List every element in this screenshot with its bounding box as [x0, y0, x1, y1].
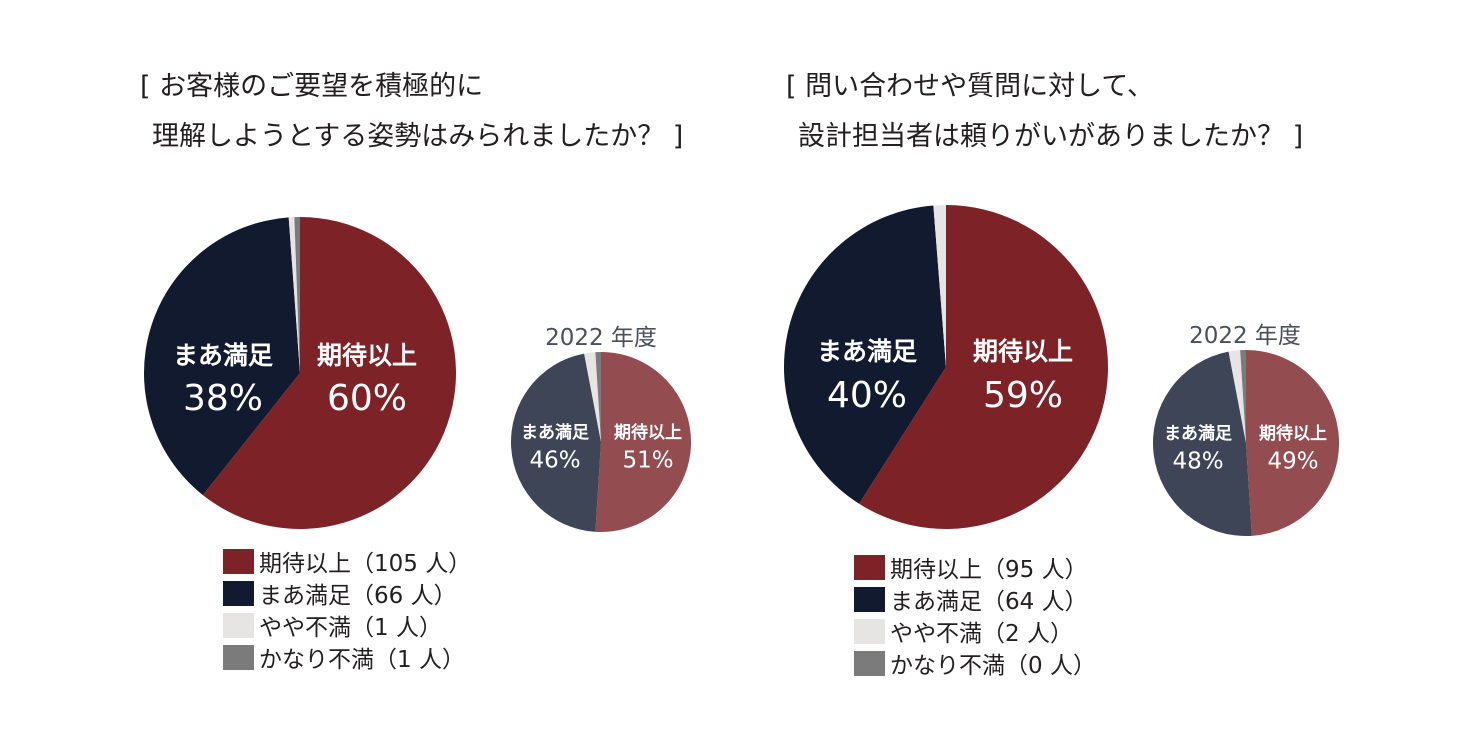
pie-slice-over [202, 217, 456, 529]
right-legend: 期待以上（95 人） まあ満足（64 人） やや不満（2 人） かなり不満（0 … [854, 551, 1096, 679]
slice-label-percent: 49% [1267, 449, 1318, 475]
left-title-line2: 理解しようとする姿勢はみられましたか？ ] [152, 121, 684, 152]
slice-label-name: 期待以上 [317, 341, 417, 370]
legend-label: 期待以上（95 人） [890, 557, 1088, 583]
pie-slice-very [294, 216, 300, 373]
slice-label-percent: 59% [983, 375, 1063, 416]
slice-label-name: まあ満足 [173, 341, 273, 370]
legend-label: まあ満足（66 人） [259, 583, 457, 609]
slice-label-percent: 46% [529, 448, 580, 474]
slice-label-name: まあ満足 [521, 422, 589, 443]
pie-slice-very [1240, 349, 1246, 443]
legend-label: やや不満（2 人） [890, 621, 1073, 647]
right-title-line2: 設計担当者は頼りがいがありましたか？ ] [798, 121, 1304, 152]
slice-label-name: 期待以上 [614, 422, 682, 443]
left-title-line1: [ お客様のご要望を積極的に [140, 71, 484, 102]
legend-swatch-slightly [223, 612, 254, 638]
legend-swatch-very [223, 644, 254, 670]
pie-slice-satisfied [510, 353, 601, 532]
slice-label-name: まあ満足 [817, 337, 917, 366]
right-year-label: 2022 年度 [1189, 323, 1301, 349]
pie-slice-slightly [288, 217, 300, 373]
legend-label: かなり不満（1 人） [259, 647, 465, 673]
legend-swatch-over [854, 554, 885, 580]
right-legend-item: 期待以上（95 人） [854, 551, 1096, 583]
pie-slice-satisfied [783, 205, 946, 504]
pie-slice-over [595, 352, 692, 532]
pie-slice-satisfied [143, 217, 300, 496]
legend-swatch-very [854, 650, 885, 676]
legend-swatch-satisfied [223, 580, 254, 606]
slice-label-percent: 38% [183, 378, 263, 419]
slice-label-percent: 48% [1172, 449, 1223, 475]
pie-slice-over [1246, 349, 1340, 536]
right-legend-item: かなり不満（0 人） [854, 647, 1096, 679]
pie-slice-slightly [933, 205, 946, 367]
slice-label-percent: 40% [827, 375, 907, 416]
legend-label: やや不満（1 人） [259, 615, 442, 641]
left-legend-item: やや不満（1 人） [223, 609, 471, 641]
pie-slice-satisfied [1152, 351, 1252, 537]
left-legend-item: かなり不満（1 人） [223, 641, 471, 673]
right-legend-item: やや不満（2 人） [854, 615, 1096, 647]
pie-slice-slightly [1228, 350, 1246, 443]
slice-label-percent: 60% [327, 378, 407, 419]
pie-slice-over [859, 205, 1108, 529]
legend-label: まあ満足（64 人） [890, 589, 1088, 615]
left-legend-item: まあ満足（66 人） [223, 577, 471, 609]
left-year-label: 2022 年度 [545, 325, 657, 351]
slice-label-percent: 51% [622, 448, 673, 474]
legend-label: かなり不満（0 人） [890, 653, 1096, 679]
slice-label-name: まあ満足 [1164, 423, 1232, 444]
slice-label-name: 期待以上 [973, 337, 1073, 366]
pie-slice-slightly [584, 352, 601, 442]
legend-label: 期待以上（105 人） [259, 551, 472, 577]
legend-swatch-satisfied [854, 586, 885, 612]
left-legend: 期待以上（105 人） まあ満足（66 人） やや不満（1 人） かなり不満（1… [223, 545, 471, 673]
legend-swatch-slightly [854, 618, 885, 644]
legend-swatch-over [223, 548, 254, 574]
right-title-line1: [ 問い合わせや質問に対して、 [786, 71, 1154, 102]
pie-slice-very [595, 352, 601, 442]
slice-label-name: 期待以上 [1259, 423, 1327, 444]
right-legend-item: まあ満足（64 人） [854, 583, 1096, 615]
left-legend-item: 期待以上（105 人） [223, 545, 471, 577]
